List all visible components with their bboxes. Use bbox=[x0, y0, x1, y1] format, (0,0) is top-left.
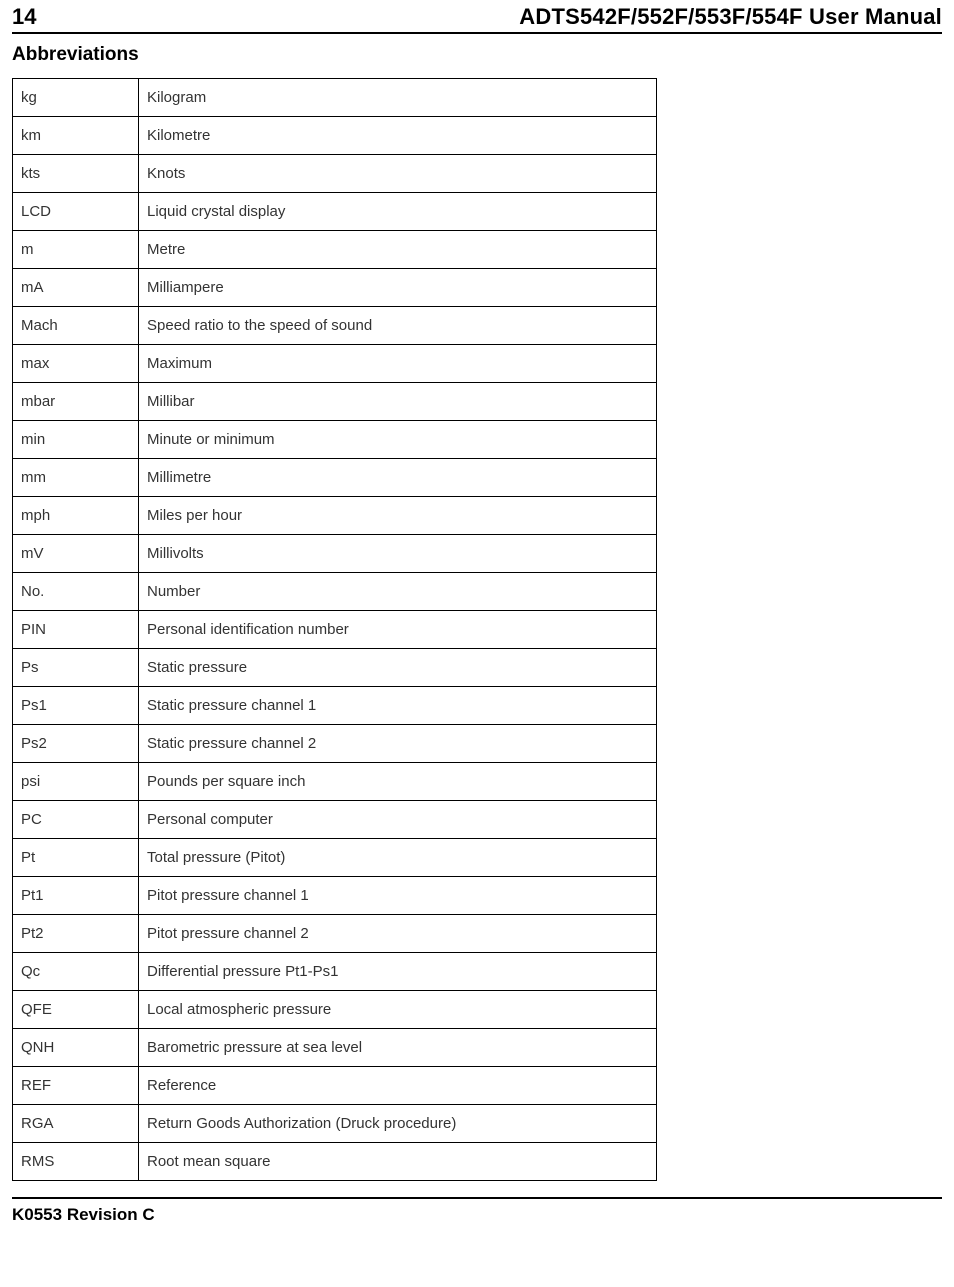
page: 14 ADTS542F/552F/553F/554F User Manual A… bbox=[0, 0, 942, 1225]
table-row: Pt2Pitot pressure channel 2 bbox=[13, 915, 657, 953]
definition-cell: Millimetre bbox=[139, 459, 657, 497]
table-row: mbarMillibar bbox=[13, 383, 657, 421]
table-row: PCPersonal computer bbox=[13, 801, 657, 839]
table-row: QcDifferential pressure Pt1-Ps1 bbox=[13, 953, 657, 991]
definition-cell: Millivolts bbox=[139, 535, 657, 573]
table-row: PtTotal pressure (Pitot) bbox=[13, 839, 657, 877]
abbrev-cell: QNH bbox=[13, 1029, 139, 1067]
abbrev-cell: kg bbox=[13, 79, 139, 117]
definition-cell: Knots bbox=[139, 155, 657, 193]
definition-cell: Barometric pressure at sea level bbox=[139, 1029, 657, 1067]
definition-cell: Pounds per square inch bbox=[139, 763, 657, 801]
table-row: psiPounds per square inch bbox=[13, 763, 657, 801]
abbrev-cell: REF bbox=[13, 1067, 139, 1105]
definition-cell: Total pressure (Pitot) bbox=[139, 839, 657, 877]
abbrev-cell: QFE bbox=[13, 991, 139, 1029]
table-row: minMinute or minimum bbox=[13, 421, 657, 459]
table-row: PINPersonal identification number bbox=[13, 611, 657, 649]
table-row: No.Number bbox=[13, 573, 657, 611]
definition-cell: Static pressure channel 2 bbox=[139, 725, 657, 763]
table-row: RMSRoot mean square bbox=[13, 1143, 657, 1181]
abbrev-cell: m bbox=[13, 231, 139, 269]
definition-cell: Pitot pressure channel 2 bbox=[139, 915, 657, 953]
table-row: QFELocal atmospheric pressure bbox=[13, 991, 657, 1029]
abbrev-cell: RMS bbox=[13, 1143, 139, 1181]
table-row: MachSpeed ratio to the speed of sound bbox=[13, 307, 657, 345]
definition-cell: Miles per hour bbox=[139, 497, 657, 535]
definition-cell: Pitot pressure channel 1 bbox=[139, 877, 657, 915]
abbrev-table: kgKilogramkmKilometrektsKnotsLCDLiquid c… bbox=[12, 78, 657, 1181]
table-row: mMetre bbox=[13, 231, 657, 269]
definition-cell: Milliampere bbox=[139, 269, 657, 307]
abbrev-cell: mA bbox=[13, 269, 139, 307]
table-row: mmMillimetre bbox=[13, 459, 657, 497]
table-row: maxMaximum bbox=[13, 345, 657, 383]
abbrev-cell: No. bbox=[13, 573, 139, 611]
page-header: 14 ADTS542F/552F/553F/554F User Manual bbox=[12, 4, 942, 34]
table-row: ktsKnots bbox=[13, 155, 657, 193]
table-row: mAMilliampere bbox=[13, 269, 657, 307]
abbrev-cell: LCD bbox=[13, 193, 139, 231]
definition-cell: Liquid crystal display bbox=[139, 193, 657, 231]
definition-cell: Kilometre bbox=[139, 117, 657, 155]
table-row: RGAReturn Goods Authorization (Druck pro… bbox=[13, 1105, 657, 1143]
abbrev-cell: Pt2 bbox=[13, 915, 139, 953]
section-title: Abbreviations bbox=[12, 44, 942, 66]
abbrev-cell: PIN bbox=[13, 611, 139, 649]
table-row: mphMiles per hour bbox=[13, 497, 657, 535]
abbrev-cell: km bbox=[13, 117, 139, 155]
definition-cell: Return Goods Authorization (Druck proced… bbox=[139, 1105, 657, 1143]
definition-cell: Local atmospheric pressure bbox=[139, 991, 657, 1029]
definition-cell: Personal computer bbox=[139, 801, 657, 839]
abbrev-cell: psi bbox=[13, 763, 139, 801]
definition-cell: Maximum bbox=[139, 345, 657, 383]
table-row: Ps2Static pressure channel 2 bbox=[13, 725, 657, 763]
abbrev-cell: kts bbox=[13, 155, 139, 193]
table-row: mVMillivolts bbox=[13, 535, 657, 573]
definition-cell: Metre bbox=[139, 231, 657, 269]
definition-cell: Root mean square bbox=[139, 1143, 657, 1181]
abbrev-cell: Ps bbox=[13, 649, 139, 687]
definition-cell: Reference bbox=[139, 1067, 657, 1105]
table-row: kgKilogram bbox=[13, 79, 657, 117]
definition-cell: Static pressure channel 1 bbox=[139, 687, 657, 725]
abbrev-cell: Ps1 bbox=[13, 687, 139, 725]
table-row: QNHBarometric pressure at sea level bbox=[13, 1029, 657, 1067]
table-row: PsStatic pressure bbox=[13, 649, 657, 687]
table-row: Ps1Static pressure channel 1 bbox=[13, 687, 657, 725]
table-row: kmKilometre bbox=[13, 117, 657, 155]
footer-revision: K0553 Revision C bbox=[12, 1205, 942, 1225]
abbrev-cell: min bbox=[13, 421, 139, 459]
page-number: 14 bbox=[12, 4, 36, 30]
abbrev-cell: mm bbox=[13, 459, 139, 497]
definition-cell: Static pressure bbox=[139, 649, 657, 687]
abbrev-cell: Mach bbox=[13, 307, 139, 345]
abbrev-cell: Ps2 bbox=[13, 725, 139, 763]
abbrev-cell: mV bbox=[13, 535, 139, 573]
table-row: Pt1Pitot pressure channel 1 bbox=[13, 877, 657, 915]
abbrev-cell: Pt1 bbox=[13, 877, 139, 915]
footer-rule bbox=[12, 1197, 942, 1199]
definition-cell: Personal identification number bbox=[139, 611, 657, 649]
abbrev-cell: mbar bbox=[13, 383, 139, 421]
table-row: REFReference bbox=[13, 1067, 657, 1105]
definition-cell: Minute or minimum bbox=[139, 421, 657, 459]
definition-cell: Number bbox=[139, 573, 657, 611]
abbrev-table-body: kgKilogramkmKilometrektsKnotsLCDLiquid c… bbox=[13, 79, 657, 1181]
table-row: LCDLiquid crystal display bbox=[13, 193, 657, 231]
definition-cell: Differential pressure Pt1-Ps1 bbox=[139, 953, 657, 991]
abbrev-cell: max bbox=[13, 345, 139, 383]
abbrev-cell: Qc bbox=[13, 953, 139, 991]
abbrev-cell: RGA bbox=[13, 1105, 139, 1143]
definition-cell: Kilogram bbox=[139, 79, 657, 117]
abbrev-cell: mph bbox=[13, 497, 139, 535]
definition-cell: Millibar bbox=[139, 383, 657, 421]
document-title: ADTS542F/552F/553F/554F User Manual bbox=[519, 4, 942, 30]
definition-cell: Speed ratio to the speed of sound bbox=[139, 307, 657, 345]
abbrev-cell: PC bbox=[13, 801, 139, 839]
abbrev-cell: Pt bbox=[13, 839, 139, 877]
